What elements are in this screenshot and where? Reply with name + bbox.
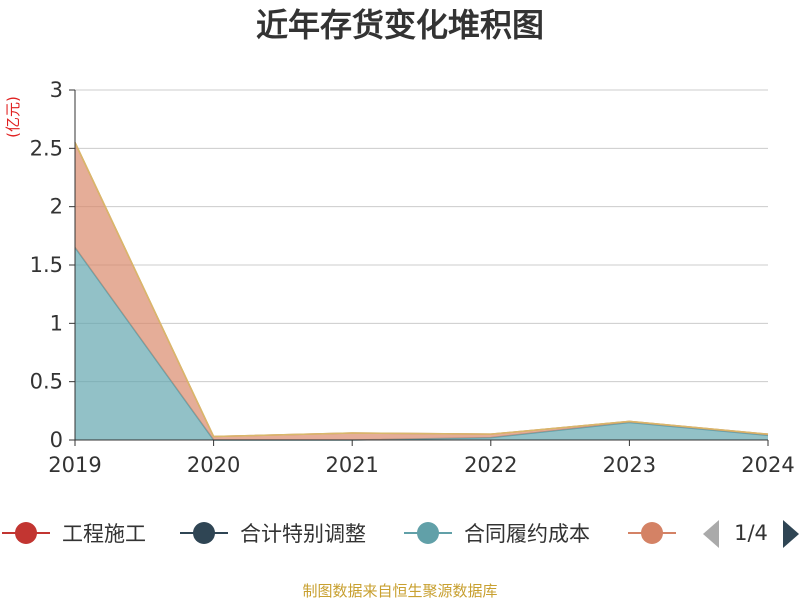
legend-marker-icon [15,522,37,544]
y-tick-label: 1.5 [30,253,63,277]
y-tick-label: 2.5 [30,136,63,160]
legend-item[interactable] [628,522,676,544]
axes: 0 0.5 1 1.5 2 2.5 3 2019 2020 2021 2022 2023 2024 [30,78,795,477]
x-tick-label: 2019 [48,453,101,477]
area-series-0 [75,247,768,440]
legend-label: 工程施工 [62,522,146,546]
area-series [74,142,769,441]
y-tick-label: 2 [50,195,63,219]
legend-page-indicator: 1/4 [734,521,768,545]
legend-item[interactable]: 工程施工 [2,522,146,546]
x-tick-label: 2022 [464,453,517,477]
legend-item[interactable]: 合同履约成本 [404,522,590,546]
x-tick-label: 2024 [741,453,794,477]
legend-prev-arrow-icon[interactable] [703,520,719,548]
y-tick-label: 1 [50,311,63,335]
legend-next-arrow-icon[interactable] [783,520,799,548]
y-tick-label: 0 [50,428,63,452]
legend[interactable]: 工程施工 合计特别调整 合同履约成本 [2,522,676,546]
x-tick-label: 2023 [603,453,656,477]
x-tick-label: 2021 [325,453,378,477]
grid-lines [75,89,768,383]
legend-label: 合同履约成本 [464,522,590,546]
legend-marker-icon [641,522,663,544]
chart-title: 近年存货变化堆积图 [256,6,544,44]
y-axis-unit: (亿元) [4,96,22,138]
data-source-note: 制图数据来自恒生聚源数据库 [302,582,497,600]
legend-pager[interactable]: 1/4 [703,520,799,548]
x-tick-label: 2020 [187,453,240,477]
y-tick-label: 3 [50,78,63,102]
series-line-2 [74,142,769,438]
legend-marker-icon [417,522,439,544]
y-tick-label: 0.5 [30,370,63,394]
legend-marker-icon [193,522,215,544]
legend-item[interactable]: 合计特别调整 [180,522,366,546]
legend-label: 合计特别调整 [240,522,366,546]
